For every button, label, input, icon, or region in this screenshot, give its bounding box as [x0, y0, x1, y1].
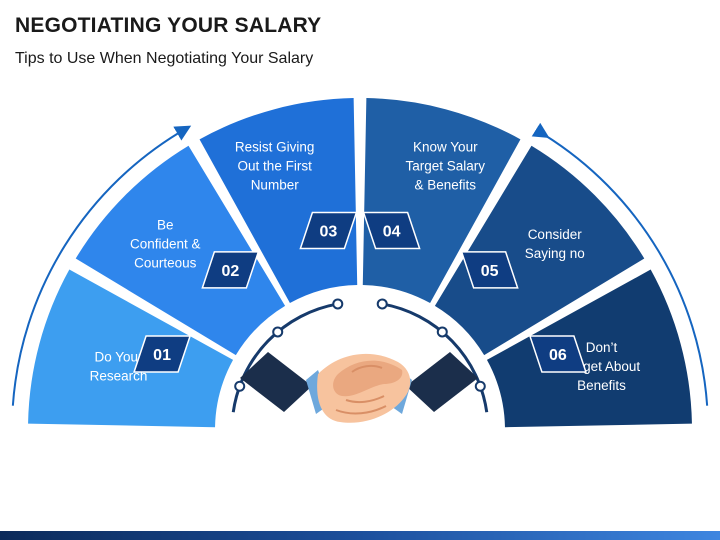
tip-number: 03	[320, 223, 338, 240]
tip-number: 06	[549, 347, 567, 364]
tip-number: 04	[383, 223, 401, 240]
tip-number-badge: 04	[362, 211, 421, 250]
segment-shape	[28, 269, 234, 428]
page-title: NEGOTIATING YOUR SALARY	[15, 14, 322, 37]
handshake-icon	[240, 352, 478, 423]
tip-segment-04: Know Your Target Salary & Benefits 04	[362, 98, 521, 304]
tip-number: 01	[153, 347, 171, 364]
tip-label: Be Confident & Courteous	[130, 218, 201, 271]
tip-segment-05: Consider Saying no 05	[434, 145, 645, 356]
inner-ring-dot	[272, 326, 284, 338]
tip-segment-01: Do Your Research 01	[28, 269, 234, 428]
left-arc-arrow	[11, 125, 192, 406]
inner-ring-dot	[436, 326, 448, 338]
tip-label: Consider Saying no	[525, 227, 585, 261]
inner-ring	[231, 298, 489, 413]
bottom-accent-bar	[0, 531, 720, 540]
tip-number: 05	[481, 263, 499, 280]
tip-label: Know Your Target Salary & Benefits	[406, 139, 486, 192]
tip-segment-03: Resist Giving Out the First Number 03	[199, 98, 358, 304]
tip-number: 02	[221, 263, 239, 280]
inner-ring-dot	[376, 298, 388, 310]
tip-number-badge: 03	[299, 211, 358, 250]
tip-number-badge: 05	[460, 251, 519, 289]
segment-shape	[75, 145, 286, 356]
inner-ring-dot	[332, 298, 344, 310]
tip-label: Resist Giving Out the First Number	[235, 139, 315, 192]
segment-shape	[199, 98, 358, 304]
inner-ring-dot	[474, 380, 486, 392]
inner-arc-right	[381, 302, 489, 413]
segment-shape	[486, 269, 692, 428]
page-subtitle: Tips to Use When Negotiating Your Salary	[15, 50, 314, 67]
tip-label: Do Your Research	[90, 350, 148, 384]
right-arc-arrow	[531, 122, 709, 406]
inner-ring-dot	[234, 380, 246, 392]
outer-arc-arrows	[11, 122, 709, 406]
tip-number-badge: 02	[201, 251, 260, 289]
segment-shape	[434, 145, 645, 356]
segment-shape	[362, 98, 521, 304]
tip-segment-02: Be Confident & Courteous 02	[75, 145, 286, 356]
tip-segments: Do Your Research 01 Be Confident & Courteous 0…	[28, 98, 692, 428]
tip-number-badge: 01	[133, 335, 192, 373]
tip-number-badge: 06	[528, 335, 587, 373]
inner-arc-left	[231, 302, 339, 413]
